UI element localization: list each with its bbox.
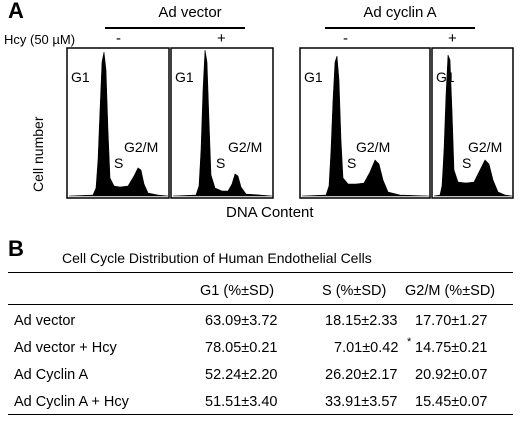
cell-g1: 78.05±0.21 [205,340,278,356]
cell-g2m: 14.75±0.21 [415,340,488,356]
panel-b-letter: B [8,236,24,261]
row-label: Ad vector + Hcy [14,340,117,356]
histogram-ad-vector-control [66,47,170,199]
group-label-ad-vector: Ad vector [158,4,222,21]
peak-label-s: S [114,155,123,171]
peak-label-g1: G1 [436,69,455,85]
peak-label-g2m: G2/M [468,139,502,155]
peak-label-g2m: G2/M [356,139,390,155]
histogram-ad-cyclin-a-control [299,47,431,199]
significance-asterisk: * [407,336,412,348]
peak-label-s: S [462,155,471,171]
table-header-rule [8,304,513,306]
histogram-ad-vector-hcy [170,47,274,199]
cell-s: 7.01±0.42 [334,340,399,356]
sign-ad-vector-control: - [116,30,121,47]
cell-g2m: 17.70±1.27 [415,313,488,329]
histogram-frame [170,47,274,199]
peak-label-s: S [347,155,356,171]
histogram-frame [431,47,514,199]
cell-s: 26.20±2.17 [325,367,398,383]
histogram-trace [68,51,169,197]
peak-label-g1: G1 [304,69,323,85]
cell-g1: 52.24±2.20 [205,367,278,383]
table-top-rule [8,272,513,274]
cell-s: 18.15±2.33 [325,313,398,329]
group-underline-ad-cyclin-a [325,27,475,29]
x-axis-label: DNA Content [226,204,314,221]
cell-s: 33.91±3.57 [325,394,398,410]
table-bottom-rule [8,414,513,416]
histogram-ad-cyclin-a-hcy [431,47,514,199]
panel-a-letter: A [8,0,24,23]
cell-g1: 51.51±3.40 [205,394,278,410]
group-underline-ad-vector [105,27,245,29]
col-header-g1: G1 (%±SD) [200,283,275,299]
row-label: Ad Cyclin A [14,367,89,383]
histogram-trace [301,55,430,197]
treatment-label: Hcy (50 µM) [4,32,76,47]
cell-g2m: 15.45±0.07 [415,394,488,410]
row-label: Ad vector [14,313,76,329]
table-title: Cell Cycle Distribution of Human Endothe… [62,250,372,266]
peak-label-s: S [216,155,225,171]
histogram-trace [433,54,513,197]
row-label: Ad Cyclin A + Hcy [14,394,129,410]
sign-ad-cyclin-a-hcy: + [448,30,457,47]
group-label-ad-cyclin-a: Ad cyclin A [363,4,437,21]
sign-ad-cyclin-a-control: - [343,30,348,47]
cell-g2m: 20.92±0.07 [415,367,488,383]
peak-label-g1: G1 [71,69,90,85]
histogram-frame [299,47,431,199]
peak-label-g2m: G2/M [228,139,262,155]
histogram-trace [172,49,273,197]
sign-ad-vector-hcy: + [217,30,226,47]
cell-g1: 63.09±3.72 [205,313,278,329]
col-header-s: S (%±SD) [322,283,387,299]
peak-label-g1: G1 [175,69,194,85]
col-header-g2m: G2/M (%±SD) [405,283,496,299]
peak-label-g2m: G2/M [124,139,158,155]
histogram-frame [66,47,170,199]
